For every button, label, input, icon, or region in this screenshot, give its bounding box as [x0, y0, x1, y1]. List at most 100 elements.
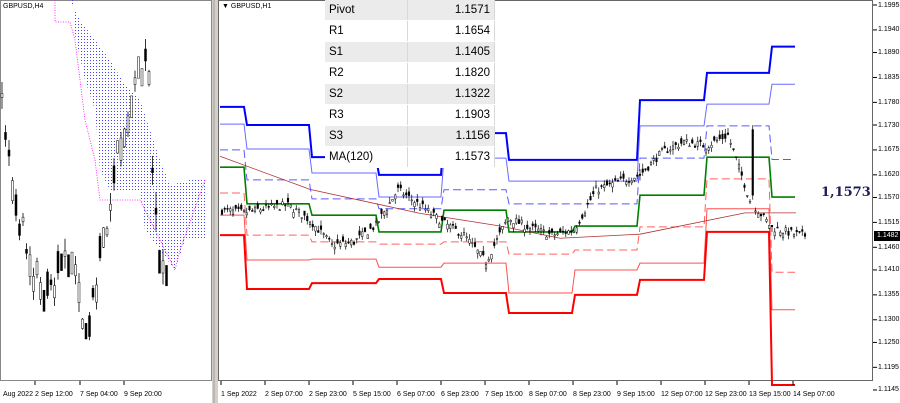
- h4-chart: [0, 0, 206, 341]
- candle: [11, 180, 14, 201]
- candle: [165, 265, 168, 287]
- candle: [147, 71, 151, 85]
- candle: [501, 226, 504, 230]
- candle: [740, 171, 743, 176]
- candle: [25, 248, 28, 254]
- candle: [56, 251, 60, 274]
- candle: [550, 228, 554, 233]
- time-axis-label: 1 Sep 2022: [221, 391, 257, 398]
- candle: [429, 214, 433, 218]
- candle: [575, 227, 578, 233]
- candle: [691, 139, 694, 144]
- candle: [303, 210, 306, 216]
- candle: [158, 250, 161, 274]
- level-value: 1.1573: [407, 146, 495, 168]
- candle: [495, 237, 499, 240]
- candle: [383, 211, 386, 216]
- candle: [377, 221, 380, 223]
- candle: [798, 231, 801, 233]
- candle: [289, 204, 292, 208]
- candle: [636, 174, 639, 177]
- candle: [776, 226, 779, 229]
- candle: [102, 227, 105, 248]
- candle: [490, 254, 493, 260]
- candle: [432, 208, 435, 213]
- candle: [278, 209, 281, 211]
- candle: [460, 235, 463, 239]
- time-axis-label: 7 Sep 04:00: [80, 391, 118, 398]
- level-name: R2: [325, 62, 408, 84]
- candle: [126, 115, 130, 133]
- candle: [281, 201, 284, 205]
- price-axis-label: 1.1940: [878, 26, 900, 34]
- candle: [693, 145, 697, 148]
- time-axis-label: 9 Sep 15:00: [617, 391, 655, 398]
- candle: [649, 161, 653, 166]
- candle: [385, 209, 389, 215]
- candle: [757, 213, 760, 218]
- candle: [366, 234, 369, 239]
- candle: [130, 95, 133, 118]
- candle: [4, 132, 7, 140]
- candle: [262, 209, 265, 211]
- candle: [699, 139, 702, 142]
- price-axis-label: 1.1145: [878, 386, 899, 394]
- candle: [523, 228, 526, 233]
- candle: [438, 223, 441, 228]
- candle: [231, 209, 235, 215]
- h4-symbol-label: GBPUSD,H4: [3, 3, 44, 10]
- candle: [42, 289, 46, 312]
- time-axis-label: 6 Sep 23:00: [441, 391, 479, 398]
- candle: [234, 205, 237, 209]
- time-axis-label: 14 Sep 07:00: [793, 391, 835, 398]
- candle: [81, 318, 84, 329]
- candle: [32, 276, 35, 292]
- candle: [336, 239, 339, 244]
- pivot-line-s1: [220, 178, 795, 273]
- candle: [751, 129, 754, 196]
- candle: [770, 225, 774, 228]
- candle: [539, 228, 543, 233]
- candle: [487, 258, 490, 262]
- candle: [790, 227, 793, 230]
- candle: [515, 218, 518, 224]
- pivot-row: Pivot 1.1571: [325, 0, 495, 21]
- candle: [627, 181, 631, 183]
- candle: [611, 182, 614, 188]
- price-axis-label: 1.1675: [878, 146, 900, 154]
- h1-symbol-header[interactable]: ▼ GBPUSD,H1: [222, 2, 271, 11]
- time-axis-label: 2 Sep 07:00: [265, 391, 303, 398]
- candle: [328, 237, 331, 240]
- candle: [743, 184, 746, 188]
- level-name: MA(120): [325, 146, 408, 168]
- candle: [792, 233, 796, 237]
- candle: [506, 217, 510, 222]
- candle: [746, 195, 749, 197]
- candle: [504, 221, 507, 224]
- candle: [468, 239, 471, 244]
- candle: [471, 242, 474, 244]
- candle: [226, 208, 229, 210]
- candle: [803, 233, 807, 237]
- candle: [91, 288, 95, 298]
- candle: [729, 143, 732, 145]
- candle: [240, 204, 243, 210]
- level-name: Pivot: [325, 0, 408, 21]
- candle: [594, 185, 598, 189]
- pivot-line-r2: [220, 83, 795, 198]
- candle: [123, 128, 126, 147]
- candle: [333, 246, 336, 250]
- candle: [361, 231, 364, 237]
- candle: [748, 201, 752, 204]
- candle: [616, 180, 620, 182]
- candle: [418, 207, 422, 211]
- candle: [572, 230, 576, 233]
- time-axis-label: 6 Sep 07:00: [397, 391, 435, 398]
- candle: [242, 209, 246, 213]
- candle: [161, 260, 165, 274]
- candle: [476, 249, 479, 254]
- panel-splitter[interactable]: [212, 0, 218, 403]
- time-axis-label: 5 Sep 15:00: [353, 391, 391, 398]
- pivot-row: R2 1.1820: [325, 62, 495, 84]
- candle: [600, 185, 603, 187]
